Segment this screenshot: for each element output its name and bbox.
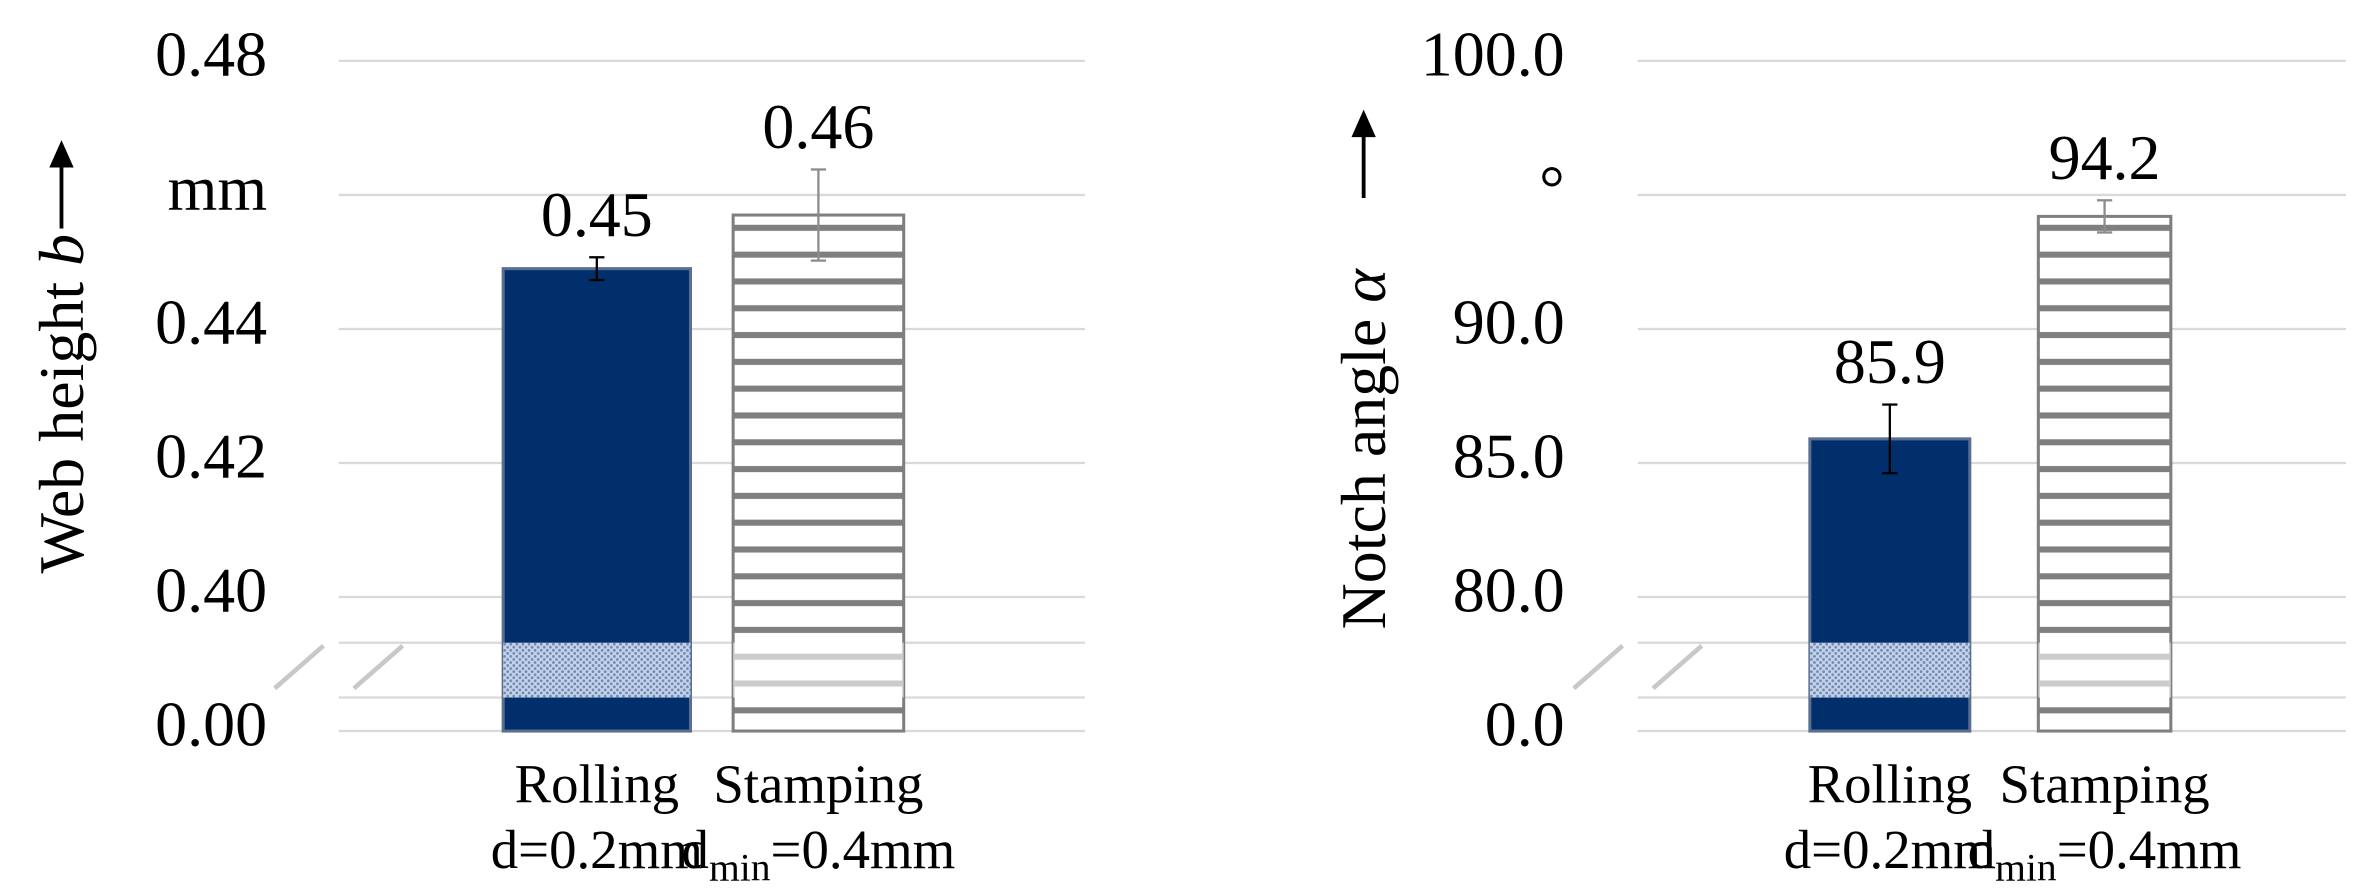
y-tick-label: mm (168, 153, 267, 224)
y-tick-label: 0.40 (155, 555, 267, 626)
y-axis-label-text: Notch angle (1328, 319, 1399, 630)
y-axis-label-text: Web height (26, 282, 97, 574)
x-tick-note-part: =0.4mm (771, 819, 956, 880)
x-tick-note: d=0.2mm (491, 819, 703, 880)
y-axis-arrow-head (49, 140, 74, 168)
y-axis-label-symbol: α (1328, 268, 1399, 303)
x-tick-label: Stamping (2000, 754, 2210, 815)
y-tick-label: 0.44 (155, 287, 267, 358)
value-label: 0.45 (541, 179, 653, 250)
y-tick-label: 100.0 (1421, 19, 1565, 90)
y-axis-arrow-head (1351, 109, 1376, 138)
x-tick-note-part: d (682, 819, 709, 880)
x-tick-note: d=0.2mm (1784, 819, 1996, 880)
bar-break-band (1809, 642, 1970, 698)
axis-break-mark (273, 644, 405, 691)
y-tick-label: 90.0 (1453, 287, 1565, 358)
x-tick-note: dmin=0.4mm (1968, 819, 2242, 889)
y-tick-label: 0.48 (155, 19, 267, 90)
y-axis-label-symbol: b (26, 234, 97, 266)
y-tick-label: 85.0 (1453, 421, 1565, 492)
y-tick-label: 80.0 (1453, 555, 1565, 626)
x-tick-note-part: d=0.2mm (491, 819, 703, 880)
x-tick-note-sub: min (1995, 845, 2057, 889)
x-tick-note-part: d (1968, 819, 1995, 880)
value-label: 0.46 (762, 91, 874, 162)
y-tick-label: ° (1539, 153, 1565, 224)
x-tick-label: Stamping (713, 754, 923, 815)
y-axis-label: Web height b (26, 234, 97, 573)
y-tick-label: 0.42 (155, 421, 267, 492)
y-tick-label: 0.0 (1485, 689, 1565, 760)
value-label: 85.9 (1834, 326, 1946, 397)
x-tick-label: Rolling (515, 754, 679, 815)
value-label: 94.2 (2049, 122, 2161, 193)
y-axis-label: Notch angle α (1328, 268, 1399, 630)
x-tick-note: dmin=0.4mm (682, 819, 956, 889)
x-tick-label: Rolling (1808, 754, 1972, 815)
axis-break-mark (1572, 644, 1704, 691)
y-tick-label: 0.00 (155, 689, 267, 760)
bar-break-band (503, 642, 691, 698)
x-tick-note-part: d=0.2mm (1784, 819, 1996, 880)
bar-break-band (2038, 642, 2171, 698)
x-tick-note-sub: min (709, 845, 771, 889)
bar-break-band (733, 642, 904, 698)
x-tick-note-part: =0.4mm (2057, 819, 2242, 880)
